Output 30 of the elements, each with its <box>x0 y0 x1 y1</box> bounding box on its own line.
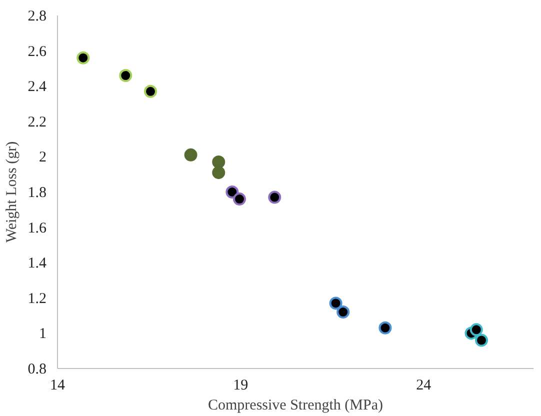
y-tick-label: 2.4 <box>28 79 47 96</box>
point <box>475 334 488 347</box>
point <box>336 306 350 319</box>
y-tick-label: 1.6 <box>28 220 47 236</box>
point <box>212 166 226 180</box>
y-tick-label: 2.2 <box>28 114 46 130</box>
point <box>144 84 158 98</box>
point <box>184 148 198 162</box>
x-axis-title: Compressive Strength (MPa) <box>208 398 383 414</box>
y-tick-label: 1.4 <box>28 256 47 272</box>
x-tick-label: 19 <box>233 378 248 394</box>
point <box>76 51 90 64</box>
point <box>470 323 483 336</box>
point <box>329 296 342 310</box>
y-tick-label: 0.8 <box>28 362 46 378</box>
point <box>212 156 226 168</box>
x-tick-label: 14 <box>50 378 66 394</box>
y-tick-label: 1.2 <box>28 290 46 307</box>
point <box>119 69 132 82</box>
point <box>268 190 282 204</box>
y-tick-label: 2.6 <box>28 44 47 60</box>
point <box>378 321 392 334</box>
point <box>226 186 239 198</box>
point <box>232 192 246 206</box>
y-axis-title: Weight Loss (gr) <box>4 141 20 243</box>
y-tick-label: 1.8 <box>28 185 46 201</box>
x-tick-label: 24 <box>416 378 432 394</box>
y-tick-label: 1 <box>39 326 46 342</box>
y-tick-label: 2.8 <box>28 8 46 24</box>
y-tick-label: 2 <box>39 150 46 166</box>
